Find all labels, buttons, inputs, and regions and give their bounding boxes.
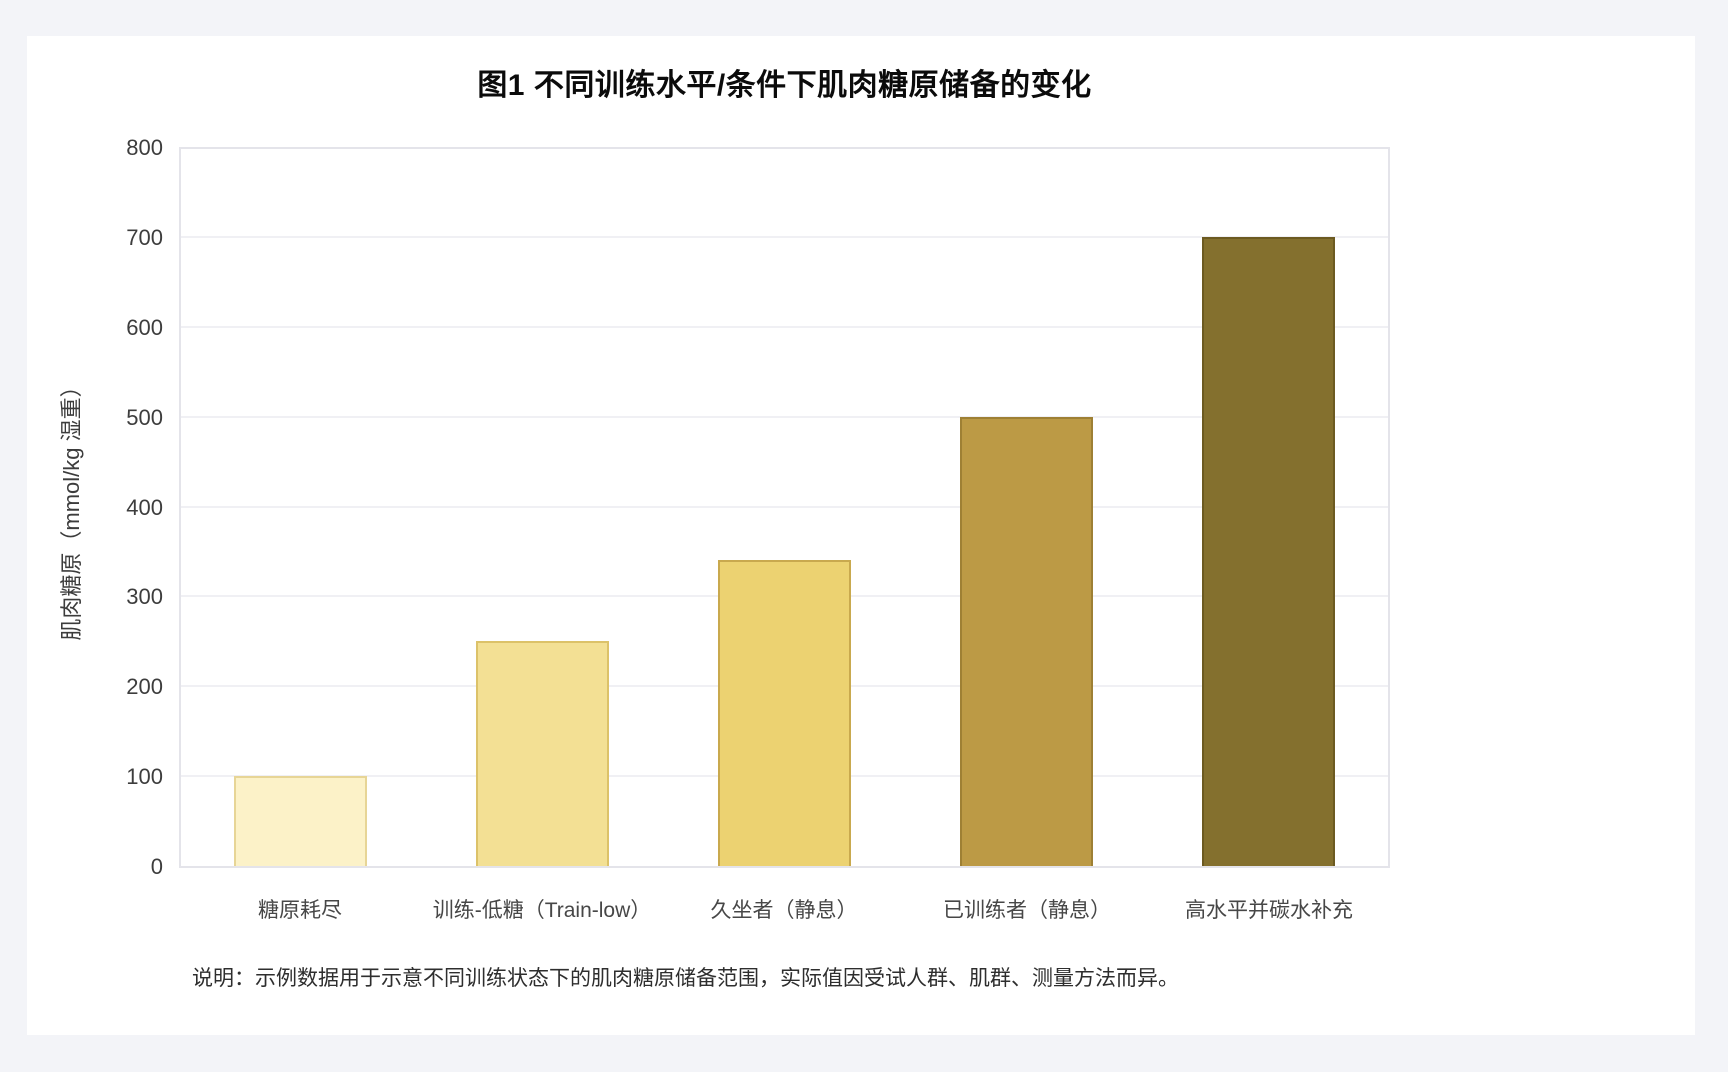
y-tick-label-400: 400 xyxy=(126,494,163,520)
chart-note: 说明：示例数据用于示意不同训练状态下的肌肉糖原储备范围，实际值因受试人群、肌群、… xyxy=(192,967,1179,990)
y-tick-label-700: 700 xyxy=(126,224,163,250)
bar-4 xyxy=(960,417,1093,866)
y-tick-label-100: 100 xyxy=(126,764,163,790)
chart-title: 图1 不同训练水平/条件下肌肉糖原储备的变化 xyxy=(477,69,1092,102)
plot-area xyxy=(179,147,1390,868)
bar-1 xyxy=(234,776,367,866)
chart-card: 图1 不同训练水平/条件下肌肉糖原储备的变化 肌肉糖原（mmol/kg 湿重） … xyxy=(27,36,1695,1035)
x-tick-label-4: 已训练者（静息） xyxy=(943,899,1111,922)
y-tick-label-0: 0 xyxy=(150,854,163,879)
x-tick-label-1: 糖原耗尽 xyxy=(258,899,342,922)
x-tick-label-2: 训练-低糖（Train-low） xyxy=(432,899,652,922)
y-tick-label-300: 300 xyxy=(126,584,163,610)
y-tick-label-600: 600 xyxy=(126,314,163,340)
gridline-y-600 xyxy=(181,325,1388,328)
y-tick-label-500: 500 xyxy=(126,404,163,430)
x-tick-label-5: 高水平并碳水补充 xyxy=(1185,899,1353,922)
y-tick-label-800: 800 xyxy=(126,135,163,160)
gridline-y-500 xyxy=(181,415,1388,418)
bar-3 xyxy=(718,560,851,866)
gridline-y-400 xyxy=(181,505,1388,508)
x-tick-label-3: 久坐者（静息） xyxy=(710,899,858,922)
bar-2 xyxy=(476,641,609,866)
bar-5 xyxy=(1202,237,1335,866)
y-tick-label-200: 200 xyxy=(126,674,163,700)
gridline-y-700 xyxy=(181,235,1388,238)
